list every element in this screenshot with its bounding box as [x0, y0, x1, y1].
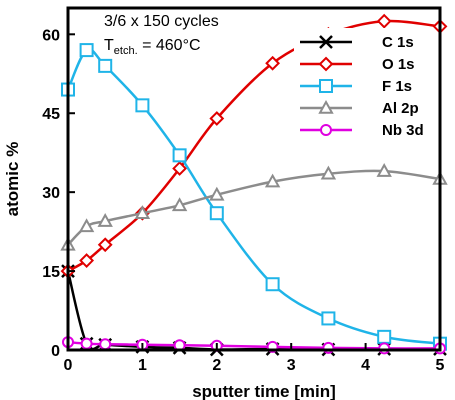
legend-marker	[318, 56, 334, 72]
series-line-al-2p	[67, 169, 441, 246]
data-point-nb-3d	[80, 337, 93, 350]
series-line-f-1s	[66, 48, 441, 345]
data-point-al-2p	[171, 197, 188, 212]
legend-label: O 1s	[382, 56, 415, 73]
legend-label: Nb 3d	[382, 122, 424, 139]
annotation-etch-temperature: Tetch. = 460°C	[104, 37, 201, 57]
legend-label: C 1s	[382, 34, 414, 51]
data-point-f-1s	[265, 277, 280, 292]
data-point-o-1s	[172, 161, 188, 176]
data-point-f-1s	[79, 43, 94, 58]
data-point-f-1s	[377, 329, 392, 344]
legend-marker	[319, 35, 333, 49]
legend: C 1s O 1s F 1s Al 2p Nb 3d	[294, 28, 430, 144]
data-point-al-2p	[97, 213, 113, 227]
legend-item-al-2p: Al 2p	[300, 99, 419, 117]
y-axis-title: atomic %	[3, 142, 22, 217]
data-point-nb-3d	[99, 338, 112, 351]
series-line-o-1s	[67, 19, 441, 273]
legend-item-c-1s: C 1s	[300, 34, 414, 51]
y-tick-label: 60	[42, 27, 60, 44]
legend-item-nb-3d: Nb 3d	[300, 122, 424, 139]
data-point-al-2p	[209, 186, 225, 201]
data-point-al-2p	[376, 163, 392, 177]
y-tick-label: 45	[42, 106, 60, 123]
data-point-o-1s	[79, 253, 95, 268]
data-point-o-1s	[97, 237, 113, 253]
y-tick-label: 15	[42, 264, 60, 281]
x-tick-label: 5	[436, 357, 445, 374]
x-tick-label: 4	[361, 357, 370, 374]
x-axis-title: sputter time [min]	[192, 382, 336, 400]
data-point-al-2p	[264, 173, 281, 188]
plot-frame	[66, 6, 442, 352]
annotation-temperature-value: = 460°C	[138, 37, 201, 54]
legend-item-o-1s: O 1s	[300, 56, 415, 73]
data-point-f-1s	[209, 206, 224, 221]
legend-marker	[319, 79, 333, 93]
x-tick-label: 1	[138, 357, 147, 374]
legend-item-f-1s: F 1s	[300, 78, 412, 95]
data-point-f-1s	[98, 58, 113, 73]
x-tick-label: 3	[287, 357, 296, 374]
data-point-al-2p	[78, 218, 95, 233]
legend-label: F 1s	[382, 78, 412, 95]
data-point-f-1s	[172, 148, 187, 163]
x-tick-label: 2	[212, 357, 221, 374]
data-point-al-2p	[134, 205, 151, 219]
series-al-2p	[60, 163, 448, 251]
annotation-cycles: 3/6 x 150 cycles	[104, 13, 219, 30]
data-point-o-1s	[265, 55, 281, 71]
data-point-nb-3d	[378, 342, 391, 355]
annotation-etch-subscript: etch.	[114, 45, 138, 57]
data-point-f-1s	[321, 311, 336, 326]
y-tick-label: 0	[51, 343, 60, 360]
data-point-o-1s	[209, 111, 225, 126]
data-point-o-1s	[376, 13, 392, 29]
legend-marker	[320, 124, 332, 136]
y-tick-label: 30	[42, 185, 60, 202]
series-line-nb-3d	[67, 340, 441, 350]
x-tick-label: 0	[64, 357, 73, 374]
data-point-f-1s	[135, 98, 150, 113]
legend-marker	[318, 99, 334, 114]
legend-label: Al 2p	[382, 100, 419, 117]
data-point-al-2p	[320, 165, 337, 180]
annotation-t: T	[104, 37, 114, 54]
